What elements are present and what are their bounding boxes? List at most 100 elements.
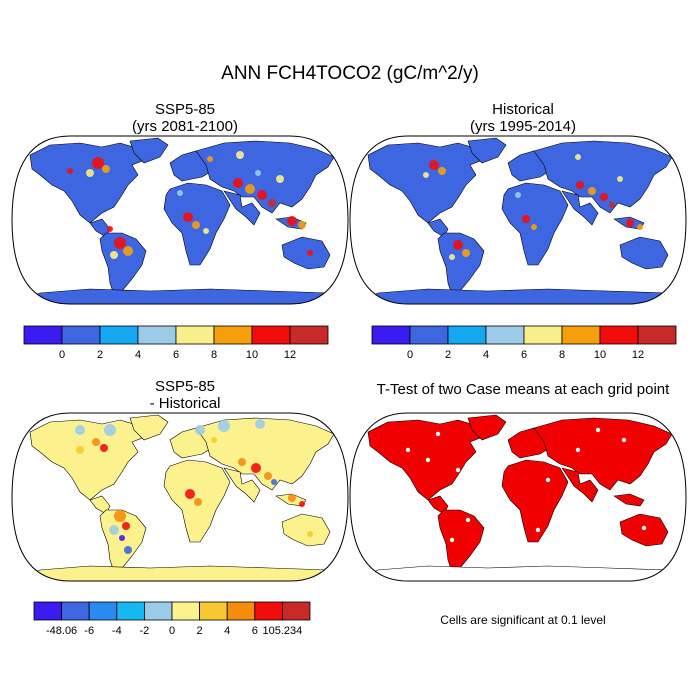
hotspot-cell xyxy=(609,202,615,208)
not-significant-cell xyxy=(645,467,651,473)
hotspot-cell xyxy=(288,494,296,502)
hotspot-cell xyxy=(588,187,596,195)
hotspot-cell xyxy=(207,156,213,162)
colorbar-swatch xyxy=(88,601,118,621)
colorbar-swatch xyxy=(599,325,639,345)
panel-title-line2: (yrs 1995-2014) xyxy=(470,118,576,135)
landmass-asia xyxy=(195,417,335,491)
landmass-africa xyxy=(501,182,569,266)
colorbar-swatch xyxy=(23,325,63,345)
colorbar-tick-label: -2 xyxy=(140,625,150,637)
colorbar-tick-label: 0 xyxy=(59,349,65,361)
landmass-greenland xyxy=(129,137,169,164)
landmass-arabia-india xyxy=(561,467,599,503)
colorbar-swatch xyxy=(226,601,256,621)
panel-title-line1: T-Test of two Case means at each grid po… xyxy=(376,381,670,398)
colorbar-swatch xyxy=(561,325,601,345)
landmass-greenland xyxy=(467,414,507,441)
map-frame xyxy=(349,135,687,305)
panel-title-difference: SSP5-85 - Historical xyxy=(15,378,355,412)
hotspot-cell xyxy=(114,510,126,522)
panel-title-line2: - Historical xyxy=(149,395,221,412)
hotspot-cell xyxy=(86,169,94,177)
colorbar-swatch xyxy=(99,325,139,345)
hotspot-cell xyxy=(429,160,439,170)
colorbar-swatch xyxy=(289,325,329,345)
colorbar-tick-label: 12 xyxy=(284,349,296,361)
colorbar-tick-label: 0 xyxy=(407,349,413,361)
colorbar-ssp585: 0 2 4 6 8 10 12 xyxy=(23,325,329,361)
hotspot-cell xyxy=(637,224,643,230)
hotspot-cell xyxy=(195,425,205,435)
hotspot-cell xyxy=(102,165,110,173)
landmass-north-america xyxy=(29,419,143,501)
hotspot-cell xyxy=(449,254,455,260)
hotspot-cell xyxy=(233,178,243,188)
landmass-africa xyxy=(501,459,569,543)
hotspot-cell xyxy=(453,240,463,250)
panel-title-ssp585: SSP5-85 (yrs 2081-2100) xyxy=(15,101,355,135)
not-significant-cell xyxy=(641,525,647,531)
hotspot-cell xyxy=(218,420,230,432)
colorbar-tick-label: -4 xyxy=(112,625,122,637)
colorbar-swatch xyxy=(251,325,291,345)
hotspot-cell xyxy=(257,190,267,200)
landmass-asia xyxy=(195,140,335,214)
hotspot-cell xyxy=(236,151,244,159)
colorbar-tick-label: 6 xyxy=(252,625,258,637)
not-significant-cell xyxy=(575,447,581,453)
colorbar-swatch xyxy=(447,325,487,345)
hotspot-cell xyxy=(617,176,623,182)
hotspot-cell xyxy=(107,226,113,232)
landmass-antarctica xyxy=(350,288,686,304)
hotspot-cell xyxy=(515,192,521,198)
hotspot-cell xyxy=(109,525,119,535)
significance-note: Cells are significant at 0.1 level xyxy=(440,613,606,627)
colorbar-difference: -48.06 -6 -4 -2 0 2 4 6 105.234 xyxy=(33,601,311,637)
hotspot-cell xyxy=(276,175,284,183)
colorbar-tick-label: 10 xyxy=(246,349,258,361)
hotspot-cell xyxy=(307,531,313,537)
colorbar-swatch xyxy=(61,325,101,345)
hotspot-cell xyxy=(92,438,100,446)
colorbar-tick-label: 4 xyxy=(224,625,230,637)
hotspot-cell xyxy=(100,444,108,452)
landmass-north-america xyxy=(29,142,143,224)
colorbar-historical: 0 2 4 6 8 10 12 xyxy=(371,325,677,361)
panel-title-line1: SSP5-85 xyxy=(154,378,216,395)
colorbar-swatch xyxy=(143,601,173,621)
hotspot-cell xyxy=(92,157,104,169)
colorbar-swatch xyxy=(213,325,253,345)
landmass-greenland xyxy=(129,414,169,441)
hotspot-cell xyxy=(298,221,306,229)
landmass-antarctica xyxy=(12,288,348,304)
hotspot-cell xyxy=(183,212,193,222)
hotspot-cell xyxy=(462,249,470,257)
colorbar-tick-label: 8 xyxy=(211,349,217,361)
land-layer xyxy=(350,137,686,304)
landmass-australia xyxy=(619,236,669,270)
hotspot-cell xyxy=(307,250,313,256)
panel-title-line1: SSP5-85 xyxy=(154,101,216,118)
hotspot-cell xyxy=(104,424,116,436)
map-ttest xyxy=(349,412,687,582)
not-significant-cell xyxy=(545,477,551,483)
colorbar-swatch xyxy=(171,601,201,621)
map-historical xyxy=(349,135,687,305)
hotspot-cell xyxy=(211,437,217,443)
landmass-asia xyxy=(533,417,673,491)
colorbar-tick-label: 12 xyxy=(632,349,644,361)
colorbar-tick-label: 4 xyxy=(483,349,489,361)
not-significant-cell xyxy=(535,527,541,533)
colorbar-swatch xyxy=(61,601,90,621)
not-significant-cell xyxy=(405,447,411,453)
hotspot-cell xyxy=(194,498,202,506)
landmass-australia xyxy=(281,513,331,547)
colorbar-tick-label: 4 xyxy=(135,349,141,361)
hotspot-cell xyxy=(287,216,297,226)
landmass-antarctica xyxy=(350,565,686,581)
colorbar-swatch xyxy=(281,601,311,621)
main-title: ANN FCH4TOCO2 (gC/m^2/y) xyxy=(221,63,479,84)
hotspot-cell xyxy=(124,546,132,554)
colorbar-swatch xyxy=(33,601,63,621)
